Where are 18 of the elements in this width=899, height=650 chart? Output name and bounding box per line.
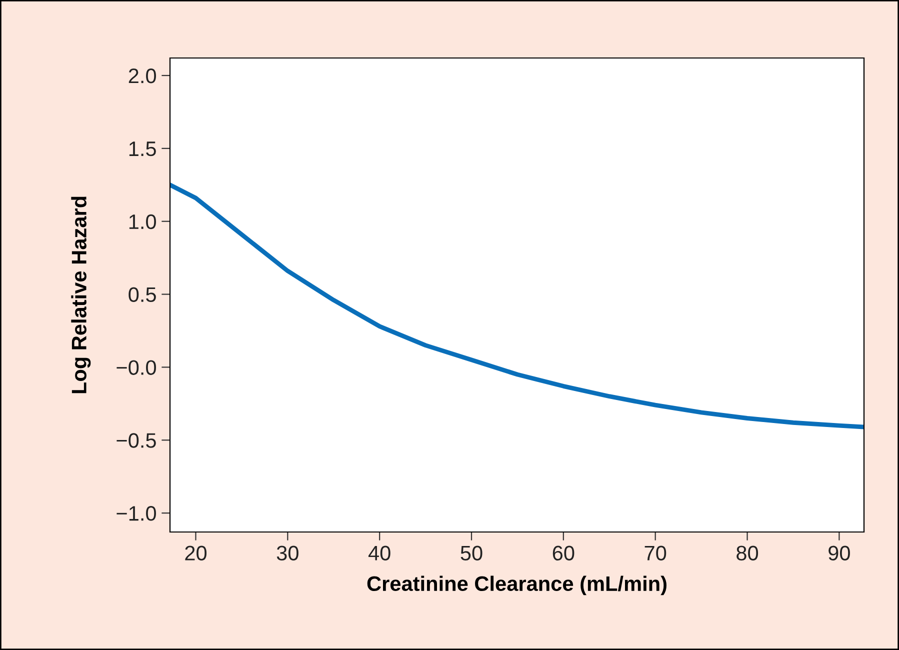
x-tick-label: 90: [828, 546, 850, 560]
y-axis-title: Log Relative Hazard: [71, 196, 91, 394]
x-tick-label: 70: [644, 546, 666, 560]
x-tick-label: 60: [552, 546, 574, 560]
y-tick-label: 2.0: [128, 68, 156, 84]
y-tick-label: −0.5: [116, 433, 156, 448]
x-tick-label: 80: [736, 546, 758, 560]
y-tick-label: 0.5: [128, 287, 156, 302]
y-tick-label: −0.0: [116, 360, 156, 375]
x-tick-label: 50: [460, 546, 482, 560]
x-axis-title: Creatinine Clearance (mL/min): [367, 576, 666, 596]
y-tick-label: 1.5: [129, 142, 156, 156]
x-tick-label: 30: [276, 546, 298, 560]
y-tick-label: −1.0: [116, 506, 156, 521]
line-series: [170, 182, 864, 430]
y-tick-label: 1.0: [129, 214, 156, 230]
x-tick-label: 20: [185, 546, 207, 560]
x-tick-label: 40: [368, 546, 390, 560]
